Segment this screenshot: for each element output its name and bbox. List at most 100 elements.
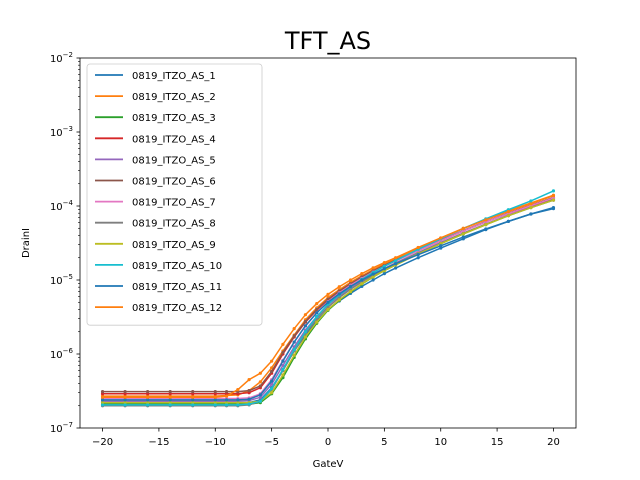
data-point [382, 264, 386, 268]
data-point [315, 311, 319, 315]
data-point [371, 272, 375, 276]
data-point [270, 369, 274, 374]
x-tick-label: −20 [92, 437, 113, 448]
legend-label: 0819_ITZO_AS_11 [132, 282, 222, 293]
legend-item: 0819_ITZO_AS_2 [95, 92, 216, 103]
data-point [258, 384, 262, 388]
data-point [484, 223, 488, 227]
legend-label: 0819_ITZO_AS_6 [132, 177, 216, 188]
legend-item: 0819_ITZO_AS_10 [95, 261, 222, 272]
data-point [224, 390, 229, 394]
y-tick-label: 10−7 [50, 421, 73, 435]
data-point [100, 398, 105, 402]
data-point [529, 212, 533, 216]
x-axis: −20 −15 −10 −5 0 5 10 15 20 [92, 428, 560, 448]
data-point [270, 387, 274, 391]
data-point [439, 246, 443, 250]
data-point [292, 340, 296, 344]
chart-title: TFT_AS [284, 27, 371, 55]
data-point [191, 398, 195, 402]
data-point [382, 267, 386, 271]
data-point [551, 198, 556, 202]
data-point [270, 391, 274, 395]
data-point [337, 298, 341, 302]
data-point [213, 401, 217, 405]
data-point [326, 307, 330, 312]
data-point [506, 219, 510, 223]
y-tick-label: 10−2 [50, 51, 73, 65]
legend-item: 0819_ITZO_AS_6 [95, 177, 216, 188]
data-point [270, 379, 274, 383]
x-tick-label: −5 [264, 437, 279, 448]
data-point [439, 236, 443, 240]
data-point [258, 399, 262, 403]
data-point [213, 403, 217, 407]
legend: 0819_ITZO_AS_1 0819_ITZO_AS_2 0819_ITZO_AS… [86, 63, 263, 326]
legend-item: 0819_ITZO_AS_11 [95, 282, 222, 293]
data-point [529, 202, 533, 206]
data-point [461, 232, 465, 236]
data-point [100, 403, 105, 407]
data-point [439, 244, 443, 248]
data-point [146, 390, 150, 394]
data-point [382, 260, 386, 265]
data-point [382, 272, 386, 276]
data-point [416, 245, 420, 250]
data-point [123, 403, 127, 407]
x-tick-label: −10 [205, 437, 226, 448]
data-point [461, 235, 465, 239]
data-point [394, 256, 398, 260]
data-point [551, 206, 556, 210]
data-point [224, 394, 229, 398]
data-point [146, 401, 150, 405]
data-point [100, 395, 105, 399]
data-point [292, 334, 296, 338]
data-point [416, 256, 420, 260]
data-point [529, 206, 533, 210]
x-tick-label: 5 [381, 437, 387, 448]
data-point [303, 324, 308, 328]
data-point [326, 300, 330, 304]
x-axis-label: GateV [313, 459, 344, 470]
data-point [258, 371, 262, 375]
data-point [247, 389, 251, 393]
legend-item: 0819_ITZO_AS_3 [95, 113, 216, 124]
data-point [270, 382, 274, 386]
y-tick-label: 10−5 [50, 273, 73, 287]
y-tick-label: 10−4 [50, 199, 74, 213]
data-point [236, 403, 240, 407]
data-point [360, 278, 364, 282]
legend-label: 0819_ITZO_AS_3 [132, 113, 216, 124]
data-point [281, 342, 285, 346]
data-point [315, 320, 319, 324]
data-point [191, 390, 195, 394]
data-point [146, 395, 150, 399]
data-point [461, 229, 465, 233]
data-point [213, 398, 217, 402]
data-point [123, 398, 127, 402]
data-point [281, 367, 285, 371]
y-tick-label: 10−3 [50, 125, 73, 139]
data-point [123, 395, 127, 399]
data-point [348, 284, 353, 288]
data-point [315, 301, 319, 306]
data-point [168, 390, 172, 394]
data-point [213, 390, 217, 394]
legend-label: 0819_ITZO_AS_7 [132, 198, 216, 209]
data-point [506, 214, 510, 218]
data-point [315, 307, 319, 312]
data-point [461, 227, 465, 231]
data-point [484, 227, 488, 231]
data-point [337, 292, 341, 296]
data-point [416, 253, 420, 257]
data-point [303, 313, 308, 317]
legend-label: 0819_ITZO_AS_1 [132, 71, 216, 82]
data-point [292, 353, 296, 357]
data-point [270, 366, 274, 370]
data-point [303, 335, 308, 339]
data-point [326, 292, 330, 296]
data-point [191, 401, 195, 405]
data-point [236, 398, 240, 402]
legend-item: 0819_ITZO_AS_4 [95, 134, 216, 145]
legend-label: 0819_ITZO_AS_8 [132, 219, 216, 230]
